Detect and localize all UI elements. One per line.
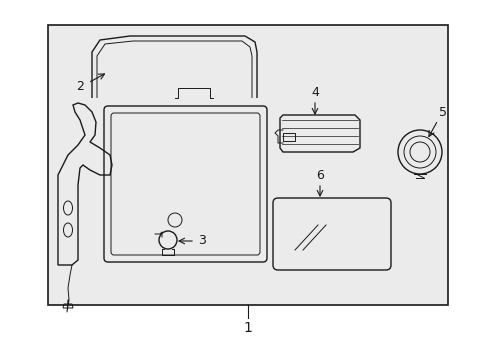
- Text: 2: 2: [76, 80, 84, 93]
- Text: 4: 4: [310, 86, 318, 99]
- Bar: [283, 133, 294, 141]
- Text: 5: 5: [438, 105, 446, 118]
- Bar: [48, 25, 447, 305]
- Text: 3: 3: [198, 234, 205, 248]
- Text: 6: 6: [315, 168, 323, 181]
- Text: 1: 1: [243, 321, 252, 335]
